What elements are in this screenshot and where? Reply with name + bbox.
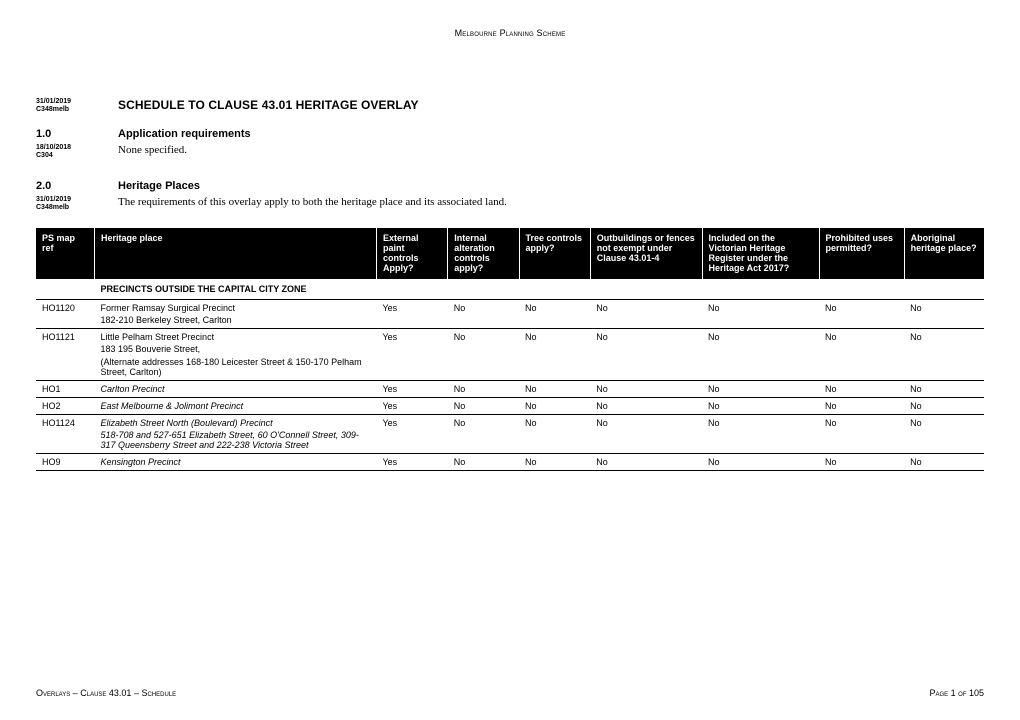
col-abor: Aboriginal heritage place? bbox=[904, 228, 984, 279]
section-1-body: None specified. bbox=[118, 144, 984, 156]
table-row: HO1120Former Ramsay Surgical Precinct182… bbox=[36, 300, 984, 329]
section-2-heading: 2.0 Heritage Places bbox=[36, 180, 984, 192]
section-2-label: Heritage Places bbox=[118, 180, 200, 192]
scheme-header: Melbourne Planning Scheme bbox=[36, 28, 984, 38]
section-2-body: The requirements of this overlay apply t… bbox=[118, 196, 984, 208]
section-1-label: Application requirements bbox=[118, 128, 251, 140]
section-1-amendment: C304 bbox=[36, 152, 118, 160]
table-row: HO1Carlton PrecinctYesNoNoNoNoNoNo bbox=[36, 381, 984, 398]
section-1-meta: 18/10/2018 C304 None specified. bbox=[36, 144, 984, 166]
col-int: Internal alteration controls apply? bbox=[448, 228, 519, 279]
section-2-amendment: C348melb bbox=[36, 204, 118, 212]
table-body: PRECINCTS OUTSIDE THE CAPITAL CITY ZONEH… bbox=[36, 279, 984, 471]
col-vhr: Included on the Victorian Heritage Regis… bbox=[702, 228, 819, 279]
section-1-date: 18/10/2018 bbox=[36, 144, 118, 152]
section-2-date: 31/01/2019 bbox=[36, 196, 118, 204]
table-row: HO1121Little Pelham Street Precinct183 1… bbox=[36, 329, 984, 381]
title-block: 31/01/2019 C348melb SCHEDULE TO CLAUSE 4… bbox=[36, 98, 984, 114]
footer-right: Page 1 of 105 bbox=[929, 688, 984, 698]
table-section-header: PRECINCTS OUTSIDE THE CAPITAL CITY ZONE bbox=[36, 279, 984, 300]
col-tree: Tree controls apply? bbox=[519, 228, 590, 279]
section-1-num: 1.0 bbox=[36, 128, 118, 140]
document-title: SCHEDULE TO CLAUSE 43.01 HERITAGE OVERLA… bbox=[118, 98, 984, 112]
col-ext: External paint controls Apply? bbox=[376, 228, 447, 279]
heritage-table: PS map ref Heritage place External paint… bbox=[36, 228, 984, 471]
title-date: 31/01/2019 bbox=[36, 98, 118, 106]
section-2-meta: 31/01/2019 C348melb The requirements of … bbox=[36, 196, 984, 218]
footer-left: Overlays – Clause 43.01 – Schedule bbox=[36, 688, 176, 698]
section-2-num: 2.0 bbox=[36, 180, 118, 192]
col-out: Outbuildings or fences not exempt under … bbox=[590, 228, 702, 279]
table-row: HO1124Elizabeth Street North (Boulevard)… bbox=[36, 415, 984, 454]
page-footer: Overlays – Clause 43.01 – Schedule Page … bbox=[36, 688, 984, 698]
table-row: HO2East Melbourne & Jolimont PrecinctYes… bbox=[36, 398, 984, 415]
col-place: Heritage place bbox=[95, 228, 377, 279]
table-row: HO9Kensington PrecinctYesNoNoNoNoNoNo bbox=[36, 454, 984, 471]
col-ps: PS map ref bbox=[36, 228, 95, 279]
title-amendment: C348melb bbox=[36, 106, 118, 114]
table-header-row: PS map ref Heritage place External paint… bbox=[36, 228, 984, 279]
col-proh: Prohibited uses permitted? bbox=[819, 228, 904, 279]
section-1-heading: 1.0 Application requirements bbox=[36, 128, 984, 140]
